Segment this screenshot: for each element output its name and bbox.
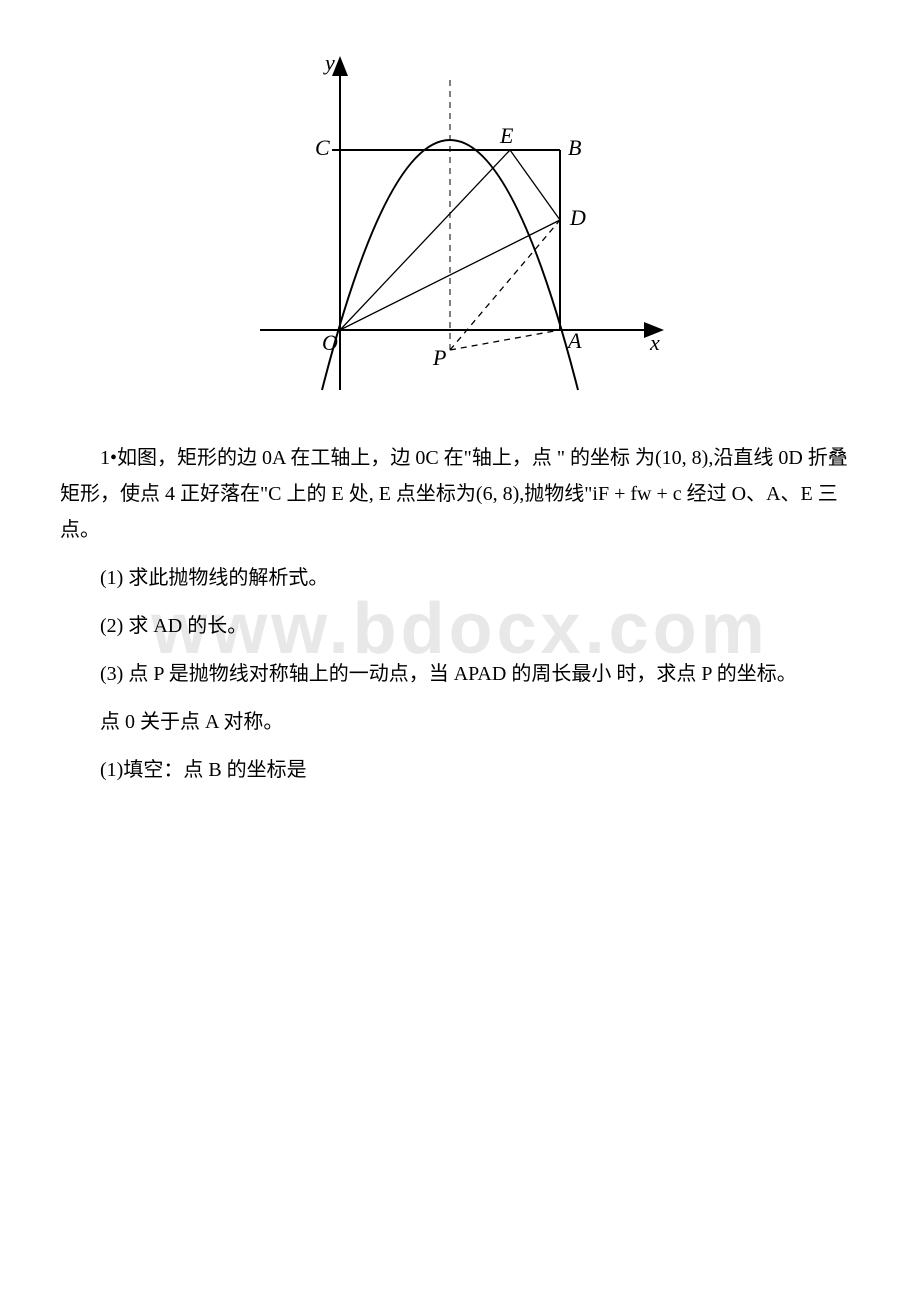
- svg-text:P: P: [432, 345, 446, 370]
- fill-blank-1: (1)填空：点 B 的坐标是: [60, 752, 860, 788]
- svg-text:D: D: [569, 205, 586, 230]
- svg-text:B: B: [568, 135, 581, 160]
- svg-text:E: E: [499, 123, 514, 148]
- question-2: (2) 求 AD 的长。: [60, 608, 860, 644]
- problem-statement: 1•如图，矩形的边 0A 在工轴上，边 0C 在"轴上，点 " 的坐标 为(10…: [60, 440, 860, 548]
- svg-text:y: y: [323, 50, 335, 75]
- svg-text:A: A: [566, 328, 582, 353]
- note-symmetry: 点 0 关于点 A 对称。: [60, 704, 860, 740]
- svg-text:O: O: [322, 330, 338, 355]
- question-1: (1) 求此抛物线的解析式。: [60, 560, 860, 596]
- svg-text:x: x: [649, 330, 660, 355]
- diagram-container: y x O A B C D E P: [60, 30, 860, 410]
- svg-text:C: C: [315, 135, 330, 160]
- question-3: (3) 点 P 是抛物线对称轴上的一动点，当 APAD 的周长最小 时，求点 P…: [60, 656, 860, 692]
- geometry-diagram: y x O A B C D E P: [240, 30, 680, 410]
